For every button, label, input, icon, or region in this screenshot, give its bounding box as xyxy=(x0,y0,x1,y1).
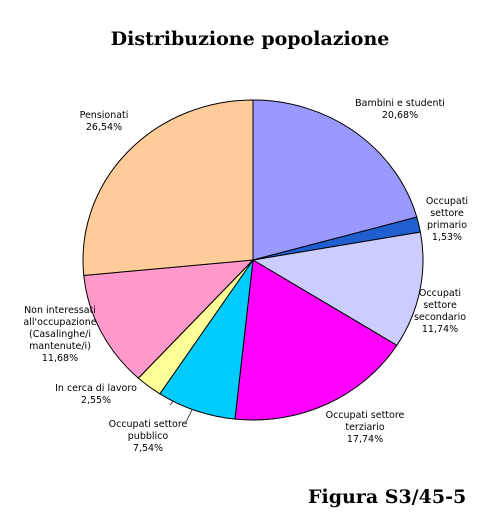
value-label: 11,68% xyxy=(41,353,79,364)
category-label: In cerca di lavoro xyxy=(55,383,137,394)
pie-slice xyxy=(252,99,418,261)
value-label: 20,68% xyxy=(381,110,419,121)
value-label: 7,54% xyxy=(132,443,164,454)
value-label: 17,74% xyxy=(346,434,384,445)
slice-label: In cerca di lavoro 2,55% xyxy=(55,383,137,407)
slice-label: Non interessati all'occupazione (Casalin… xyxy=(23,305,96,365)
category-label: Occupati settore secondario xyxy=(413,288,467,323)
category-label: Occupati settore terziario xyxy=(325,410,405,433)
pie-slice xyxy=(83,259,255,379)
slice-label: Bambini e studenti 20,68% xyxy=(355,98,445,122)
value-label: 26,54% xyxy=(85,122,123,133)
category-label: Pensionati xyxy=(79,110,129,121)
pie-slice xyxy=(82,99,254,277)
category-label: Bambini e studenti xyxy=(355,98,445,109)
slice-label: Occupati settore secondario 11,74% xyxy=(414,288,466,336)
value-label: 11,74% xyxy=(421,324,459,335)
category-label: Occupati settore pubblico xyxy=(108,419,188,442)
slice-label: Occupati settore terziario 17,74% xyxy=(326,410,405,446)
value-label: 1,53% xyxy=(431,232,463,243)
slice-label: Occupati settore pubblico 7,54% xyxy=(109,419,188,455)
leader-line xyxy=(185,409,193,423)
chart-title: Distribuzione popolazione xyxy=(110,28,390,50)
slice-label: Pensionati 26,54% xyxy=(80,110,129,134)
caption: Figura S3/45-5 xyxy=(308,486,467,508)
value-label: 2,55% xyxy=(80,395,112,406)
pie-slice xyxy=(234,259,398,421)
category-label: Non interessati all'occupazione (Casalin… xyxy=(23,305,97,352)
pie-slice xyxy=(251,231,424,346)
slice-label: Occupati settore primario 1,53% xyxy=(426,196,468,244)
category-label: Occupati settore primario xyxy=(425,196,469,231)
